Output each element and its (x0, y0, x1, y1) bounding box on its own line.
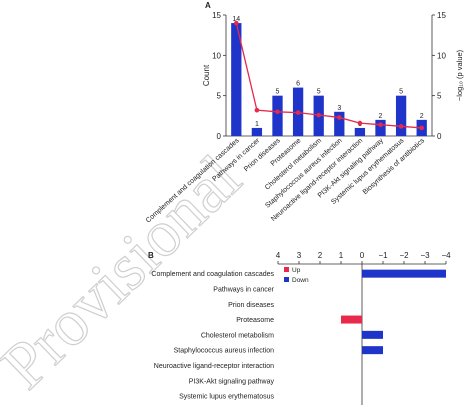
legend-swatch-down (284, 277, 289, 282)
x-tick-label-b: 4 (276, 251, 281, 260)
bar-value-label: 5 (317, 89, 321, 96)
pvalue-point-4 (295, 110, 301, 115)
legend-swatch-up (284, 267, 289, 272)
bar-value-label: 2 (379, 113, 383, 120)
x-tick-label-b: 1 (339, 251, 344, 260)
y-tick-label: 0 (217, 132, 222, 141)
y-tick-label: 10 (212, 51, 221, 60)
x-category-label: Prion diseases (243, 137, 282, 173)
bar-down-5 (362, 330, 383, 339)
bar-value-label: 5 (276, 89, 280, 96)
bar-down-6 (362, 346, 383, 355)
panel-label-a: A (205, 1, 211, 10)
x-tick-label-b: −2 (399, 251, 409, 260)
legend-label-up: Up (292, 267, 301, 274)
bar-value-label: 3 (337, 105, 341, 112)
pvalue-point-8 (378, 122, 383, 128)
y-category-label-b: Systemic lupus erythematosus (179, 394, 274, 401)
x-tick-label-b: 3 (297, 251, 302, 260)
pvalue-point-6 (337, 115, 342, 120)
x-tick-label-b: −4 (441, 251, 451, 260)
x-tick-label-b: −1 (378, 251, 388, 260)
y-category-label-b: Staphylococcus aureus infection (174, 348, 274, 355)
bar-6 (334, 111, 345, 136)
y-category-label-b: Neuroactive ligand-receptor interaction (154, 363, 274, 370)
y-category-label-b: Complement and coagulation cascades (151, 271, 274, 278)
x-tick-label-b: 0 (360, 251, 365, 260)
pvalue-point-2 (254, 107, 260, 113)
bar-down-1 (362, 269, 446, 278)
bar-7 (354, 127, 366, 136)
y-tick-label: 5 (217, 92, 222, 101)
bar-8 (375, 119, 386, 136)
bar-9 (395, 95, 407, 136)
bar-value-label: 5 (399, 89, 403, 96)
pvalue-line (235, 22, 422, 129)
bar-up-4 (341, 315, 362, 324)
y-axis-label: Count (202, 64, 211, 86)
y2-tick-label: 10 (437, 51, 446, 60)
bar-2 (251, 127, 263, 136)
pvalue-point-7 (357, 120, 363, 126)
y2-tick-label: 0 (437, 132, 442, 141)
pvalue-point-10 (419, 125, 425, 131)
y2-tick-label: 15 (437, 11, 446, 20)
y2-tick-label: 5 (437, 92, 442, 101)
y-category-label-b: Cholesterol metabolism (201, 332, 274, 339)
panel-label-b: B (148, 251, 154, 260)
bar-1 (231, 23, 242, 136)
panel-b-chart: B 4 3 2 1 0 −1 −2 −3 −4 Up Down Complement and coagu… (148, 251, 451, 405)
pvalue-point-9 (398, 124, 404, 129)
bar-value-label: 6 (296, 81, 300, 88)
y-category-label-b: Pathways in cancer (213, 286, 274, 293)
bar-value-label: 1 (255, 121, 259, 128)
bar-3 (272, 95, 283, 136)
y-category-label-b: Proteasome (236, 317, 274, 324)
y-category-label-b: Prion diseases (228, 302, 274, 309)
pvalue-point-3 (275, 109, 280, 115)
x-tick-label-b: −3 (420, 251, 430, 260)
y2-axis-label: −log₁₀ (p value) (455, 49, 464, 101)
pvalue-point-5 (316, 112, 322, 118)
y-tick-label: 15 (212, 11, 221, 20)
y-category-label-b: PI3K-Akt signaling pathway (189, 378, 275, 385)
pvalue-point-1 (234, 20, 239, 26)
x-tick-label-b: 2 (318, 251, 323, 260)
bar-value-label: 2 (420, 113, 424, 120)
bar-value-label: 14 (232, 16, 240, 23)
legend-label-down: Down (292, 277, 309, 284)
